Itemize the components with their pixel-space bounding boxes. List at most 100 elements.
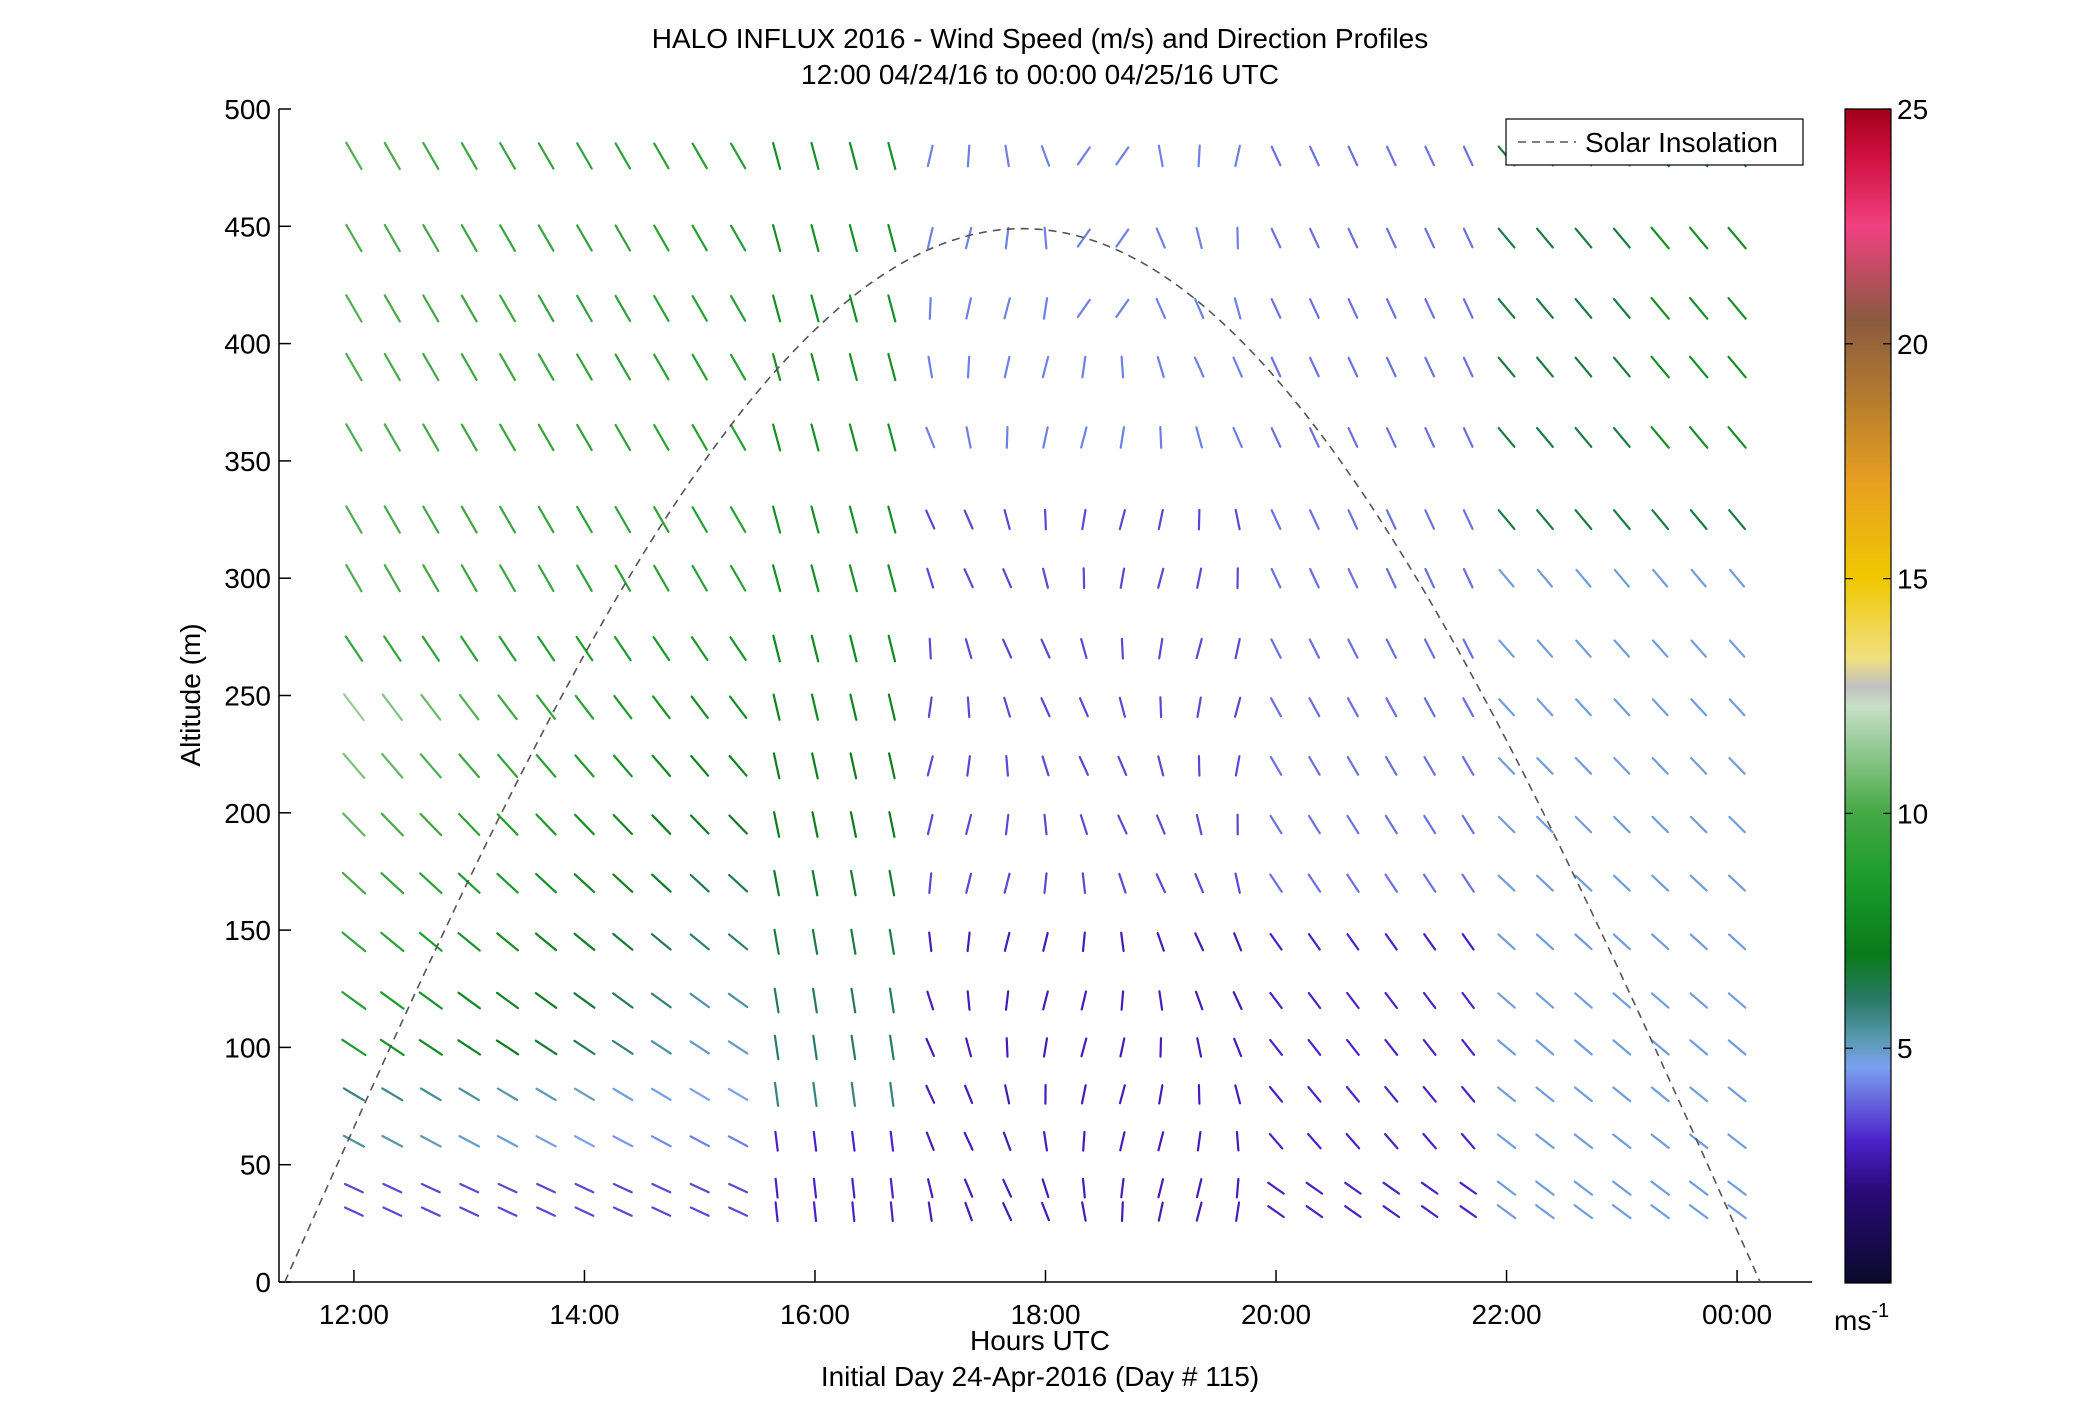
wind-vector xyxy=(1535,356,1554,378)
wind-vector xyxy=(1270,567,1282,589)
wind-vector xyxy=(535,813,557,836)
wind-vector xyxy=(1268,1085,1284,1103)
wind-vector xyxy=(1119,1037,1126,1058)
wind-vector xyxy=(1232,356,1243,378)
y-tick-label: 100 xyxy=(224,1032,271,1063)
wind-vector xyxy=(1076,228,1091,248)
wind-vector xyxy=(611,1039,634,1055)
wind-vector xyxy=(496,1134,519,1148)
wind-vector xyxy=(573,932,596,952)
wind-vector xyxy=(966,696,971,719)
wind-vector xyxy=(499,224,517,252)
wind-vector xyxy=(1195,226,1203,250)
wind-vector xyxy=(728,873,749,893)
wind-vector xyxy=(1728,698,1746,717)
wind-vector xyxy=(614,294,632,322)
wind-vector xyxy=(1461,991,1475,1010)
wind-vector xyxy=(383,352,401,382)
wind-vector xyxy=(887,294,897,323)
wind-vector xyxy=(341,931,367,953)
wind-vector xyxy=(690,754,710,777)
wind-vector xyxy=(728,754,748,777)
wind-vector xyxy=(771,564,782,593)
wind-vector xyxy=(1536,639,1554,658)
wind-vector xyxy=(1385,427,1397,448)
wind-vector xyxy=(535,872,558,894)
wind-vector xyxy=(966,355,971,379)
wind-vector xyxy=(1076,298,1091,318)
y-tick-label: 250 xyxy=(224,681,271,712)
wind-vector xyxy=(689,1087,711,1101)
y-axis-label: Altitude (m) xyxy=(175,623,206,766)
wind-vector xyxy=(690,636,709,662)
wind-vector xyxy=(383,223,401,253)
wind-vector xyxy=(772,634,781,663)
wind-vector xyxy=(1612,356,1631,378)
wind-vector xyxy=(381,752,404,779)
wind-vector xyxy=(1235,1177,1240,1199)
wind-vector xyxy=(1347,638,1359,659)
wind-vector xyxy=(848,141,858,170)
wind-vector xyxy=(727,1040,749,1055)
wind-vector xyxy=(420,1206,441,1217)
wind-vector xyxy=(535,1087,557,1102)
wind-vector xyxy=(1003,931,1011,952)
wind-vector xyxy=(380,931,405,953)
wind-vector xyxy=(849,634,858,663)
wind-vector xyxy=(965,813,973,836)
wind-vector xyxy=(1462,298,1474,319)
wind-vector xyxy=(773,869,781,897)
wind-vector xyxy=(458,1087,480,1102)
wind-vector xyxy=(1497,298,1516,319)
wind-vector xyxy=(496,991,520,1010)
wind-vector xyxy=(966,931,971,953)
wind-vector xyxy=(1305,1181,1324,1195)
wind-vector xyxy=(1689,874,1708,892)
wind-vector xyxy=(343,1182,364,1194)
wind-vector xyxy=(810,353,820,382)
wind-vector xyxy=(1041,755,1050,777)
wind-vector xyxy=(1002,1202,1013,1222)
wind-vector xyxy=(1461,814,1475,835)
wind-vector xyxy=(1462,145,1474,167)
wind-vector xyxy=(1081,1177,1086,1199)
wind-vector xyxy=(612,754,633,778)
wind-vector xyxy=(773,1081,780,1108)
wind-vector xyxy=(1158,1084,1164,1105)
wind-vector xyxy=(926,813,934,836)
wind-vector xyxy=(1574,427,1593,448)
wind-vector xyxy=(1119,426,1126,449)
wind-vector xyxy=(460,224,478,252)
wind-vector xyxy=(612,813,634,836)
wind-vector xyxy=(1461,1038,1476,1056)
wind-vector xyxy=(1270,509,1282,530)
wind-vector xyxy=(689,873,710,893)
wind-vector xyxy=(1115,298,1130,318)
wind-vector xyxy=(380,991,405,1010)
wind-vector xyxy=(888,987,895,1014)
wind-vector xyxy=(1078,755,1090,776)
wind-vector xyxy=(422,224,440,253)
wind-vector xyxy=(689,933,710,951)
wind-vector xyxy=(381,1134,404,1148)
wind-vector xyxy=(727,1135,749,1148)
wind-vector xyxy=(1305,1205,1324,1219)
wind-vector xyxy=(887,224,897,253)
wind-vector xyxy=(1535,227,1554,249)
wind-vector xyxy=(729,506,747,533)
wind-vector xyxy=(1120,931,1125,953)
wind-vector xyxy=(689,1040,711,1055)
wind-vector xyxy=(1382,1181,1401,1195)
wind-vector xyxy=(419,872,443,895)
wind-vector xyxy=(1573,1039,1593,1056)
wind-vector xyxy=(1347,298,1359,319)
wind-vector xyxy=(1194,932,1205,952)
wind-vector xyxy=(848,564,858,593)
wind-vector xyxy=(887,752,896,780)
wind-vector xyxy=(458,753,480,779)
wind-vector xyxy=(850,928,857,955)
wind-vector xyxy=(460,635,479,662)
wind-vector xyxy=(537,505,555,534)
wind-vector xyxy=(1235,1201,1241,1222)
wind-vector xyxy=(689,814,710,835)
